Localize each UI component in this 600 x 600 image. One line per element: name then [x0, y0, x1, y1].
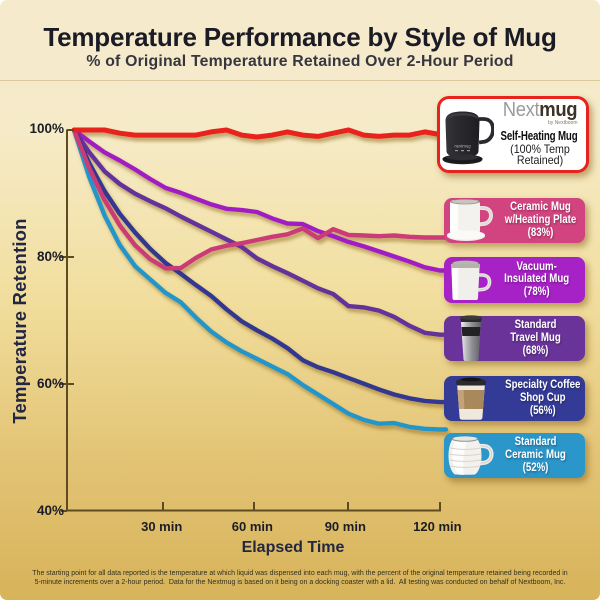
svg-text:nextmug: nextmug	[454, 144, 471, 149]
